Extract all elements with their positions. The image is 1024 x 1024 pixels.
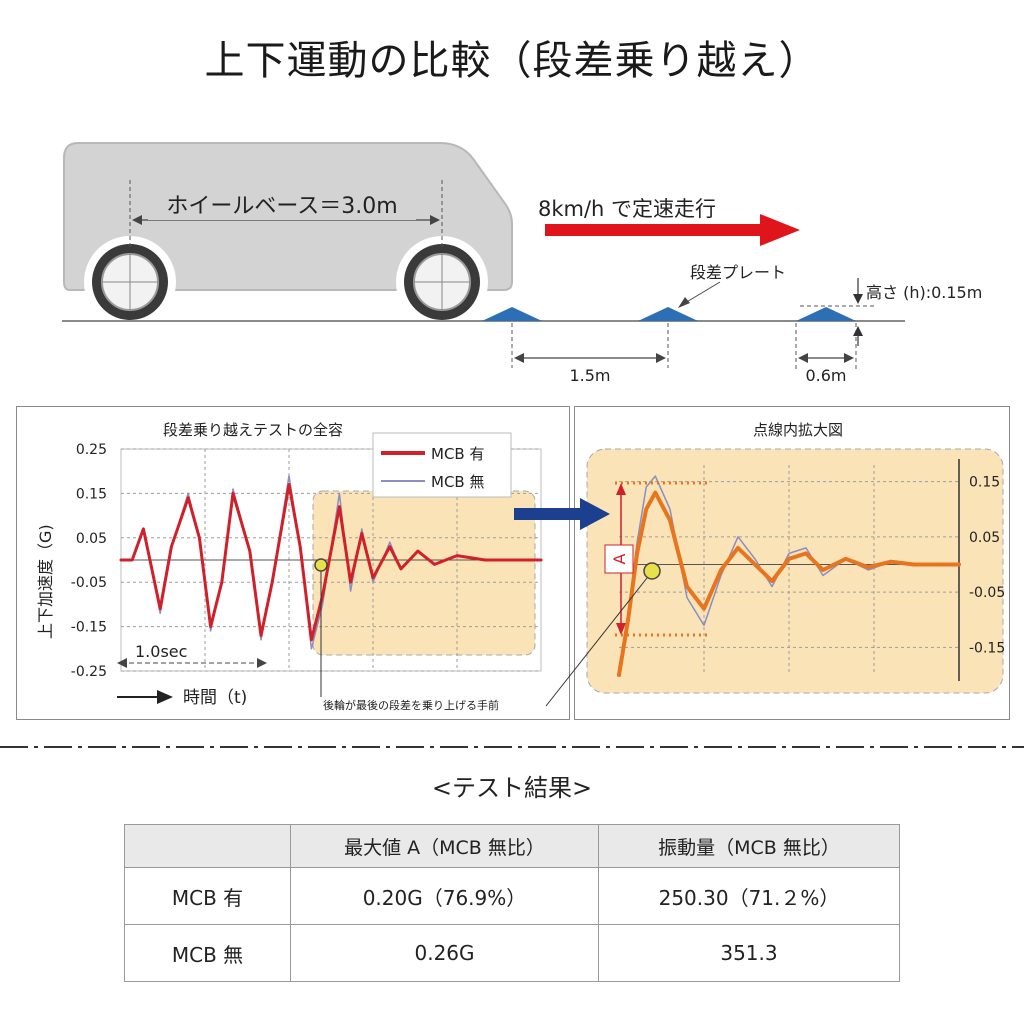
amplitude-label: A — [610, 553, 629, 564]
series-line-mcb-on — [119, 483, 543, 642]
zoom-last-step-marker — [643, 562, 661, 580]
x-axis-label: 時間（t) — [183, 688, 247, 708]
y-tick-label: 0.15 — [969, 475, 1000, 491]
max-value-cell: 0.20G（76.9%） — [290, 867, 599, 925]
full-test-chart-panel: 段差乗り越えテストの全容 0.25 0.15 0.05 -0.05 -0.15 -0.25… — [16, 406, 570, 720]
table-header-row: 最大値 A（MCB 無比） 振動量（MCB 無比） — [124, 824, 900, 868]
zoom-arrow-icon — [514, 498, 610, 530]
speed-label: 8km/h で定速走行 — [538, 197, 716, 221]
y-tick-label: -0.15 — [969, 640, 1005, 656]
y-tick-label: 0.05 — [76, 531, 107, 547]
plate-label: 段差プレート — [690, 263, 786, 282]
vibration-cell: 351.3 — [598, 924, 900, 982]
last-step-marker — [314, 558, 328, 572]
y-axis-label: 上下加速度（G) — [36, 524, 55, 639]
interval-label: 1.0sec — [135, 642, 187, 661]
annotation-text: 後輪が最後の段差を乗り上げる手前 — [323, 698, 499, 712]
chart-legend: MCB 有 MCB 無 — [372, 432, 512, 498]
full-chart-title: 段差乗り越えテストの全容 — [162, 421, 343, 439]
step-plate-3 — [796, 307, 856, 321]
plate-width-label: 0.6m — [805, 366, 846, 385]
rear-wheel — [404, 244, 480, 320]
max-value-cell: 0.26G — [290, 924, 599, 982]
front-wheel — [92, 244, 168, 320]
zoom-chart-title: 点線内拡大図 — [752, 421, 843, 439]
y-tick-label: 0.05 — [969, 530, 1000, 546]
zoom-chart-panel: 点線内拡大図 0.15 0.05 -0.05 -0.15 A — [574, 406, 1010, 720]
step-plate-1 — [482, 307, 542, 321]
table-row: MCB 無 0.26G 351.3 — [124, 924, 900, 982]
header-cell-vibration: 振動量（MCB 無比） — [598, 824, 900, 868]
y-tick-label: -0.05 — [71, 575, 107, 591]
wheelbase-label: ホイールベース＝3.0m — [166, 194, 397, 219]
legend-mcb-on: MCB 有 — [431, 445, 484, 463]
height-label: 高さ (h):0.15m — [866, 283, 982, 302]
y-tick-label: -0.05 — [969, 585, 1005, 601]
table-row: MCB 有 0.20G（76.9%） 250.30（71.２%） — [124, 867, 900, 925]
test-setup-diagram: ホイールベース＝3.0m 8km/h で定速走行 段差プレート 高さ (h):0… — [62, 142, 982, 385]
vibration-cell: 250.30（71.２%） — [598, 867, 900, 925]
row-label: MCB 無 — [124, 924, 291, 982]
step-plate-2 — [638, 307, 698, 321]
section-divider — [0, 746, 1024, 748]
header-cell-max: 最大値 A（MCB 無比） — [290, 824, 599, 868]
header-cell-empty — [124, 824, 291, 868]
results-title: <テスト結果> — [431, 774, 593, 802]
row-label: MCB 有 — [124, 867, 291, 925]
results-table: 最大値 A（MCB 無比） 振動量（MCB 無比） MCB 有 0.20G（76… — [124, 824, 900, 982]
legend-mcb-off: MCB 無 — [431, 473, 484, 491]
full-test-chart: 0.25 0.15 0.05 -0.05 -0.15 -0.25 上下加速度（G) 1.0… — [36, 432, 543, 712]
zoom-region — [312, 490, 536, 656]
zoom-chart: 0.15 0.05 -0.05 -0.15 A — [586, 448, 1005, 694]
spacing-label: 1.5m — [569, 366, 610, 385]
series-line-mcb-on — [617, 490, 961, 677]
y-tick-label: 0.15 — [76, 486, 107, 502]
y-tick-label: -0.25 — [71, 664, 107, 680]
y-tick-label: -0.15 — [71, 620, 107, 636]
time-arrow-icon — [157, 690, 173, 704]
page-title: 上下運動の比較（段差乗り越え） — [204, 38, 820, 84]
y-tick-label: 0.25 — [76, 442, 107, 458]
speed-arrow — [545, 214, 800, 246]
